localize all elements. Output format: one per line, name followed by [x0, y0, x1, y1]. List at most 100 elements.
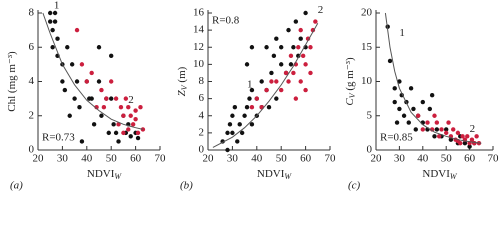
- data-point: [425, 120, 430, 125]
- x-axis-label: NDVIW: [257, 168, 293, 181]
- data-point: [235, 139, 240, 144]
- y-tick-label: 6: [29, 41, 35, 53]
- data-point: [130, 122, 136, 127]
- data-point: [101, 104, 107, 110]
- data-point: [286, 79, 291, 84]
- x-tick-label: 20: [371, 153, 383, 165]
- data-point: [79, 139, 85, 144]
- data-point: [128, 113, 133, 118]
- y-tick-label: 0: [29, 144, 35, 156]
- data-point: [244, 62, 250, 67]
- data-point: [444, 130, 449, 136]
- data-point: [439, 127, 444, 132]
- y-tick-label: 12: [193, 41, 204, 53]
- x-tick-label: 40: [251, 153, 263, 165]
- data-point: [266, 104, 272, 110]
- data-point: [303, 62, 308, 67]
- data-point: [451, 127, 456, 132]
- data-point: [239, 130, 245, 136]
- y-axis-label: CV (g m⁻³): [344, 57, 357, 106]
- y-tick-label: 8: [199, 75, 205, 87]
- data-point: [96, 45, 102, 50]
- point-label: 1: [399, 27, 405, 39]
- y-axis-label: Chl (mg m⁻³): [6, 51, 18, 112]
- data-point: [413, 127, 418, 132]
- data-point: [420, 99, 425, 105]
- data-point: [432, 134, 437, 139]
- data-point: [298, 36, 303, 41]
- data-point: [126, 127, 131, 132]
- point-label: 1: [247, 78, 253, 90]
- data-point: [65, 45, 70, 50]
- data-point: [420, 127, 425, 132]
- data-point: [288, 53, 294, 59]
- data-point: [465, 134, 470, 139]
- data-point: [401, 113, 407, 118]
- data-point: [394, 120, 400, 125]
- x-axis-label: NDVIW: [87, 168, 123, 181]
- panel: 20 30 40 50 60 70 0 5 10 15 20 NDVIW CV (g m⁻³) (c) R=…: [344, 7, 499, 192]
- data-point: [133, 108, 138, 113]
- data-point: [308, 70, 313, 76]
- panel: 20 30 40 50 60 70 0 2 4 6 8 NDVIW Chl (mg m⁻³) (a) R=0…: [6, 0, 166, 192]
- data-point: [50, 27, 55, 33]
- x-tick-label: 50: [106, 153, 118, 165]
- point-label: 2: [470, 123, 476, 135]
- data-point: [269, 70, 274, 76]
- data-point: [429, 93, 435, 98]
- y-tick-label: 2: [29, 109, 35, 121]
- data-point: [244, 104, 250, 110]
- data-point: [79, 62, 85, 67]
- data-point: [60, 79, 65, 84]
- data-point: [455, 130, 461, 136]
- data-point: [474, 134, 479, 139]
- data-point: [96, 79, 102, 84]
- x-tick-label: 30: [227, 153, 239, 165]
- data-point: [293, 96, 299, 101]
- data-point: [227, 122, 233, 127]
- point-label: 2: [128, 94, 134, 106]
- data-point: [397, 106, 402, 112]
- y-label-text: C: [344, 98, 356, 106]
- data-point: [298, 27, 303, 33]
- data-point: [427, 106, 433, 112]
- data-point: [109, 53, 114, 59]
- y-tick-label: 15: [361, 41, 373, 53]
- data-point: [296, 45, 301, 50]
- data-point: [225, 147, 230, 153]
- data-point: [274, 36, 279, 41]
- y-tick-label: 0: [367, 144, 373, 156]
- data-point: [392, 99, 397, 105]
- x-tick-label: 20: [33, 153, 45, 165]
- data-point: [274, 79, 279, 84]
- x-tick-label: 40: [81, 153, 93, 165]
- data-point: [249, 122, 255, 127]
- x-tick-label: 30: [57, 153, 69, 165]
- data-point: [94, 104, 99, 110]
- data-point: [138, 104, 143, 110]
- y-tick-label: 5: [367, 109, 373, 121]
- data-point: [446, 120, 451, 125]
- data-point: [288, 62, 294, 67]
- x-tick-label: 60: [300, 153, 312, 165]
- x-label-subscript: W: [450, 172, 458, 181]
- data-point: [279, 87, 284, 93]
- data-point: [225, 130, 230, 136]
- annotation: R=0.85: [380, 132, 413, 144]
- data-point: [444, 127, 449, 132]
- data-point: [109, 79, 114, 84]
- annotation: R=0.8: [212, 15, 240, 27]
- y-tick-label: 0: [199, 144, 205, 156]
- data-point: [469, 137, 475, 142]
- x-tick-label: 60: [130, 153, 142, 165]
- data-point: [113, 96, 119, 101]
- data-point: [111, 122, 116, 127]
- data-point: [387, 58, 393, 64]
- panel-label: (c): [348, 180, 361, 192]
- data-point: [300, 53, 306, 59]
- data-point: [133, 116, 138, 122]
- data-point: [116, 139, 121, 144]
- y-label-text: Z: [176, 89, 188, 96]
- data-point: [249, 87, 255, 93]
